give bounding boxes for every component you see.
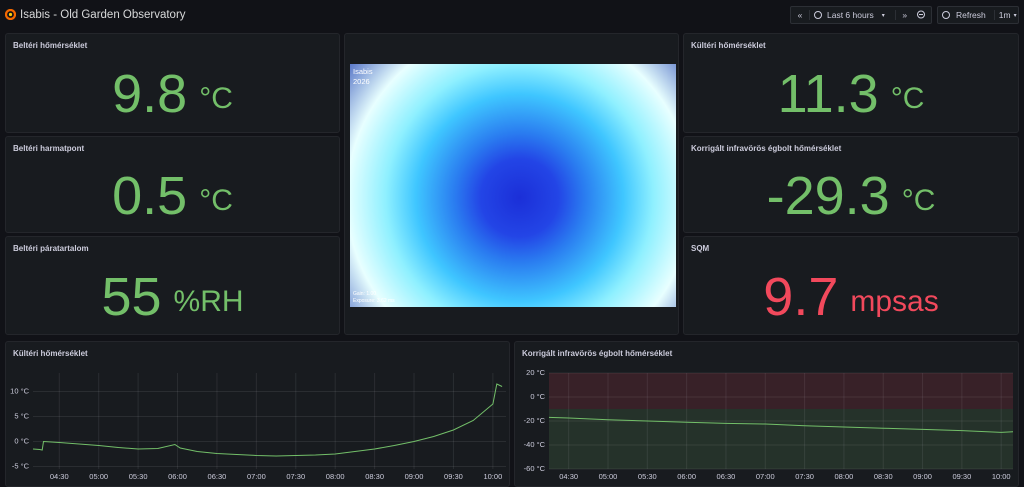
- shift-forward[interactable]: »: [894, 10, 914, 20]
- y-tick-label: 5 °C: [14, 411, 29, 420]
- x-tick-label: 07:00: [756, 472, 775, 481]
- stat-panel: Beltéri hőmérséklet 9.8 °C: [5, 33, 340, 133]
- y-tick-label: -60 °C: [524, 464, 546, 473]
- x-tick-label: 06:30: [717, 472, 736, 481]
- x-tick-label: 07:30: [795, 472, 814, 481]
- x-tick-label: 10:00: [992, 472, 1011, 481]
- panel-title: Beltéri páratartalom: [13, 244, 89, 253]
- stat-panel: SQM 9.7 mpsas: [683, 236, 1019, 335]
- x-tick-label: 06:00: [168, 472, 187, 481]
- panel-title: SQM: [691, 244, 710, 253]
- stat-panel: Korrigált infravörös égbolt hőmérséklet -…: [683, 136, 1019, 233]
- chart: -5 °C 0 °C 5 °C 10 °C 04:30 05:00 05:30 06:00 06…: [10, 373, 506, 481]
- camera-caption: Isabis: [353, 67, 373, 76]
- stat-value-box: 9.8 °C: [6, 56, 339, 132]
- stat-value: 11.3: [777, 64, 879, 124]
- y-tick-label: -5 °C: [12, 461, 30, 470]
- camera-panel: Isabis 2026 Gain: 1.00 Exposure: 3.62 ms: [344, 33, 679, 335]
- series-line: [548, 416, 1014, 433]
- camera-image[interactable]: Isabis 2026 Gain: 1.00 Exposure: 3.62 ms: [350, 64, 676, 307]
- y-tick-label: 20 °C: [526, 368, 545, 377]
- x-tick-label: 04:30: [50, 472, 69, 481]
- x-tick-label: 10:00: [483, 472, 502, 481]
- chart-panel: Korrigált infravörös égbolt hőmérséklet -…: [514, 341, 1019, 487]
- threshold-band: [549, 409, 1013, 469]
- x-tick-label: 05:30: [129, 472, 148, 481]
- chart-panel: Kültéri hőmérséklet -5 °C 0 °C 5 °C 10 °C 04:…: [5, 341, 510, 487]
- threshold-band: [549, 373, 1013, 409]
- camera-exposure: Exposure: 3.62 ms: [353, 298, 395, 304]
- x-tick-label: 06:30: [208, 472, 227, 481]
- stat-value: 9.8: [112, 64, 188, 124]
- stat-value-box: 9.7 mpsas: [684, 259, 1018, 334]
- stat-unit: °C: [199, 82, 233, 115]
- stat-unit: °C: [901, 183, 936, 217]
- stat-value-box: 55 %RH: [6, 259, 339, 334]
- x-tick-label: 06:00: [677, 472, 696, 481]
- stat-unit: %RH: [173, 284, 244, 318]
- x-tick-label: 09:00: [913, 472, 932, 481]
- chart: -60 °C -40 °C -20 °C 0 °C 20 °C 04:30 05:00 05:…: [524, 368, 1014, 481]
- stat-value-box: 11.3 °C: [684, 56, 1018, 132]
- refresh-button[interactable]: Refresh: [956, 10, 986, 20]
- shift-back[interactable]: «: [791, 10, 810, 20]
- x-tick-label: 09:30: [444, 472, 463, 481]
- clock-icon: [814, 11, 822, 19]
- refresh-icon: [942, 11, 950, 19]
- stat-value: 55: [101, 266, 162, 327]
- caret: ▾: [881, 12, 885, 19]
- x-tick-label: 08:30: [874, 472, 893, 481]
- x-tick-label: 05:00: [599, 472, 618, 481]
- panel-title: Beltéri hőmérséklet: [13, 41, 88, 50]
- y-tick-label: 0 °C: [14, 436, 29, 445]
- y-tick-label: -40 °C: [524, 440, 546, 449]
- stat-unit: °C: [890, 82, 925, 115]
- x-tick-label: 05:00: [89, 472, 108, 481]
- x-tick-label: 08:00: [835, 472, 854, 481]
- series-line: [32, 383, 503, 457]
- x-tick-label: 05:30: [638, 472, 657, 481]
- x-tick-label: 04:30: [559, 472, 578, 481]
- x-tick-label: 08:30: [365, 472, 384, 481]
- time-picker: « Last 6 hours ▾ »: [790, 6, 932, 24]
- stat-value-box: -29.3 °C: [684, 159, 1018, 232]
- grafana-logo[interactable]: [5, 9, 16, 20]
- stat-panel: Kültéri hőmérséklet 11.3 °C: [683, 33, 1019, 133]
- panel-title: Kültéri hőmérséklet: [691, 41, 766, 50]
- stat-panel: Beltéri páratartalom 55 %RH: [5, 236, 340, 335]
- y-tick-label: -20 °C: [524, 416, 546, 425]
- panel-title: Beltéri harmatpont: [13, 144, 85, 153]
- stat-unit: °C: [199, 183, 233, 217]
- stat-value: 9.7: [763, 266, 839, 327]
- stat-panel: Beltéri harmatpont 0.5 °C: [5, 136, 340, 233]
- y-tick-label: 10 °C: [10, 386, 29, 395]
- stat-unit: mpsas: [850, 284, 939, 318]
- panel-title: Korrigált infravörös égbolt hőmérséklet: [522, 349, 673, 358]
- x-tick-label: 09:00: [405, 472, 424, 481]
- x-tick-label: 07:30: [286, 472, 305, 481]
- stat-value: -29.3: [766, 165, 890, 226]
- dashboard-title[interactable]: Isabis - Old Garden Observatory: [20, 9, 186, 21]
- caret: ▾: [1013, 12, 1017, 19]
- camera-date: 2026: [353, 77, 370, 86]
- panel-title: Korrigált infravörös égbolt hőmérséklet: [691, 144, 842, 153]
- stat-value-box: 0.5 °C: [6, 159, 339, 232]
- x-tick-label: 08:00: [326, 472, 345, 481]
- refresh-interval[interactable]: 1m: [993, 10, 1011, 20]
- panel-title: Kültéri hőmérséklet: [13, 349, 88, 358]
- y-tick-label: 0 °C: [530, 392, 545, 401]
- zoom-out[interactable]: [914, 9, 930, 21]
- stat-value: 0.5: [112, 165, 188, 226]
- time-range[interactable]: Last 6 hours: [827, 10, 874, 20]
- camera-gain: Gain: 1.00: [353, 291, 377, 297]
- x-tick-label: 09:30: [952, 472, 971, 481]
- refresh-picker: Refresh 1m ▾: [937, 6, 1019, 24]
- x-tick-label: 07:00: [247, 472, 266, 481]
